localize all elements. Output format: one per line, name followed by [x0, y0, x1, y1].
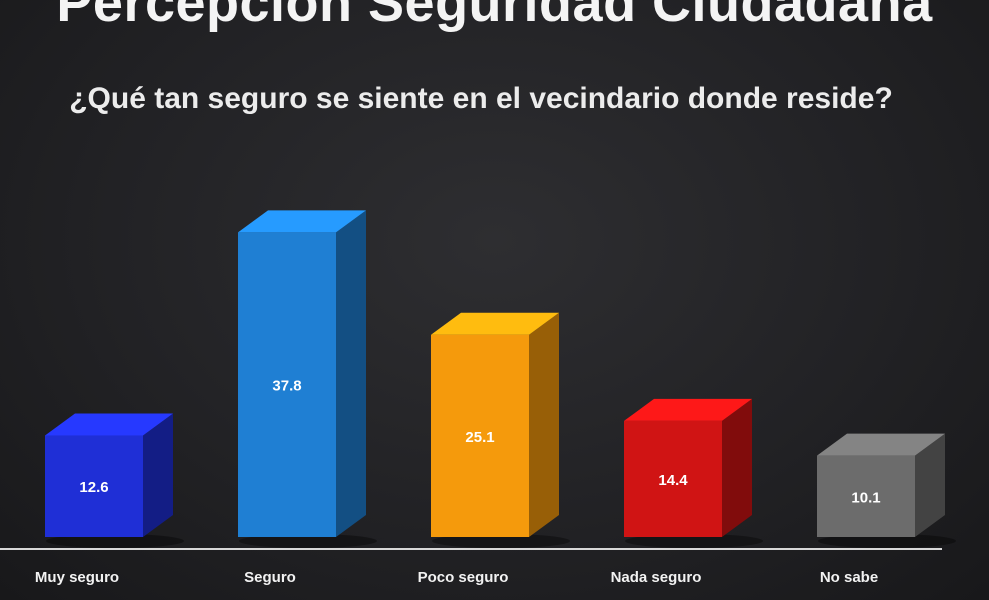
category-label: Nada seguro: [611, 569, 702, 586]
bars-layer: [45, 210, 956, 548]
bar-4: [817, 433, 956, 548]
bar-shadow: [432, 534, 570, 548]
bar-top-face: [45, 413, 173, 436]
value-label: 14.4: [658, 472, 688, 489]
labels-layer: 12.6 Muy seguro 37.8 Seguro 25.1 Poco seguro 1…: [35, 378, 881, 586]
bar-side-face: [915, 433, 945, 537]
bar-shadow: [625, 534, 763, 548]
bar-side-face: [143, 413, 173, 537]
category-label: No sabe: [820, 569, 878, 586]
category-label: Seguro: [244, 569, 296, 586]
category-label: Poco seguro: [418, 569, 509, 586]
bar-shadow: [818, 534, 956, 548]
value-label: 10.1: [851, 489, 880, 506]
bar-2: [431, 312, 570, 548]
bar-front-face: [431, 334, 529, 537]
value-label: 25.1: [465, 429, 494, 446]
chart-title: Percepción Seguridad Ciudadana: [56, 0, 933, 33]
bar-top-face: [238, 210, 366, 233]
bar-top-face: [624, 398, 752, 421]
bar-top-face: [817, 433, 945, 456]
bar-shadow: [46, 534, 184, 548]
bar-1: [238, 210, 377, 548]
bar-side-face: [336, 210, 366, 537]
bar-front-face: [624, 420, 722, 537]
bar-top-face: [431, 312, 559, 335]
value-label: 12.6: [79, 479, 108, 496]
category-label: Muy seguro: [35, 569, 119, 586]
bar-side-face: [722, 398, 752, 537]
value-label: 37.8: [272, 378, 301, 395]
bar-shadow: [239, 534, 377, 548]
bar-front-face: [817, 455, 915, 537]
chart-subtitle: ¿Qué tan seguro se siente en el vecindar…: [69, 82, 893, 115]
bar-front-face: [238, 232, 336, 537]
bar-front-face: [45, 435, 143, 537]
bar-3: [624, 398, 763, 548]
bar-side-face: [529, 312, 559, 537]
bar-0: [45, 413, 184, 548]
